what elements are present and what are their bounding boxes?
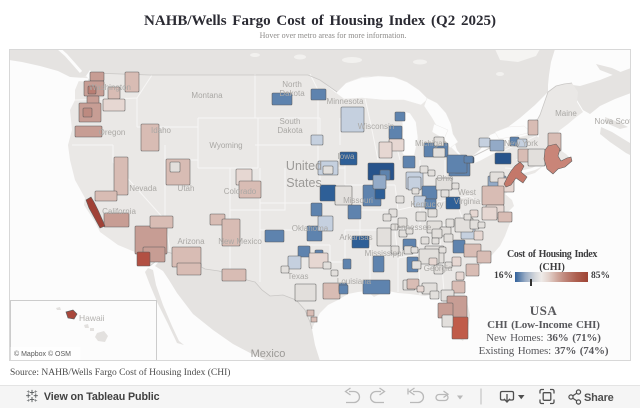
svg-text:Nevada: Nevada <box>129 184 157 193</box>
svg-text:California: California <box>102 207 136 216</box>
svg-text:Texas: Texas <box>288 272 309 281</box>
svg-text:Hawaii: Hawaii <box>79 313 105 323</box>
svg-text:Mexico: Mexico <box>251 348 286 360</box>
svg-text:Colorado: Colorado <box>224 187 257 196</box>
svg-text:Ohio: Ohio <box>437 174 454 183</box>
svg-text:Minnesota: Minnesota <box>327 97 364 106</box>
svg-text:Nova Scot: Nova Scot <box>595 117 633 126</box>
svg-text:Missouri: Missouri <box>343 196 373 205</box>
svg-text:Kentucky: Kentucky <box>411 200 444 209</box>
svg-text:Iowa: Iowa <box>338 152 355 161</box>
svg-text:Tennessee: Tennessee <box>393 223 432 232</box>
svg-text:States: States <box>286 176 321 190</box>
svg-text:Arkansas: Arkansas <box>339 233 372 242</box>
svg-text:West: West <box>458 188 477 197</box>
svg-text:Montana: Montana <box>191 91 223 100</box>
svg-text:South: South <box>280 117 301 126</box>
svg-text:Oregon: Oregon <box>99 128 126 137</box>
svg-text:Utah: Utah <box>178 184 195 193</box>
svg-text:Michigan: Michigan <box>415 139 447 148</box>
svg-text:Virginia: Virginia <box>454 197 481 206</box>
svg-text:Maine: Maine <box>555 109 577 118</box>
svg-text:Share: Share <box>584 392 614 404</box>
svg-text:© Mapbox © OSM: © Mapbox © OSM <box>14 350 71 358</box>
svg-text:Arizona: Arizona <box>177 237 205 246</box>
svg-text:Dakota: Dakota <box>279 89 305 98</box>
svg-text:Wyoming: Wyoming <box>209 141 242 150</box>
svg-text:New York: New York <box>504 139 539 148</box>
svg-text:Washington: Washington <box>89 83 131 92</box>
svg-text:New Mexico: New Mexico <box>218 237 262 246</box>
svg-text:United: United <box>286 159 322 173</box>
svg-text:Dakota: Dakota <box>277 126 303 135</box>
svg-text:Idaho: Idaho <box>151 126 172 135</box>
svg-text:Oklahoma: Oklahoma <box>292 224 329 233</box>
svg-text:Georgia: Georgia <box>424 264 453 273</box>
svg-text:North: North <box>282 80 302 89</box>
svg-text:Wisconsin: Wisconsin <box>358 122 394 131</box>
svg-text:Mississippi: Mississippi <box>365 249 404 258</box>
svg-text:Louisiana: Louisiana <box>337 277 372 286</box>
